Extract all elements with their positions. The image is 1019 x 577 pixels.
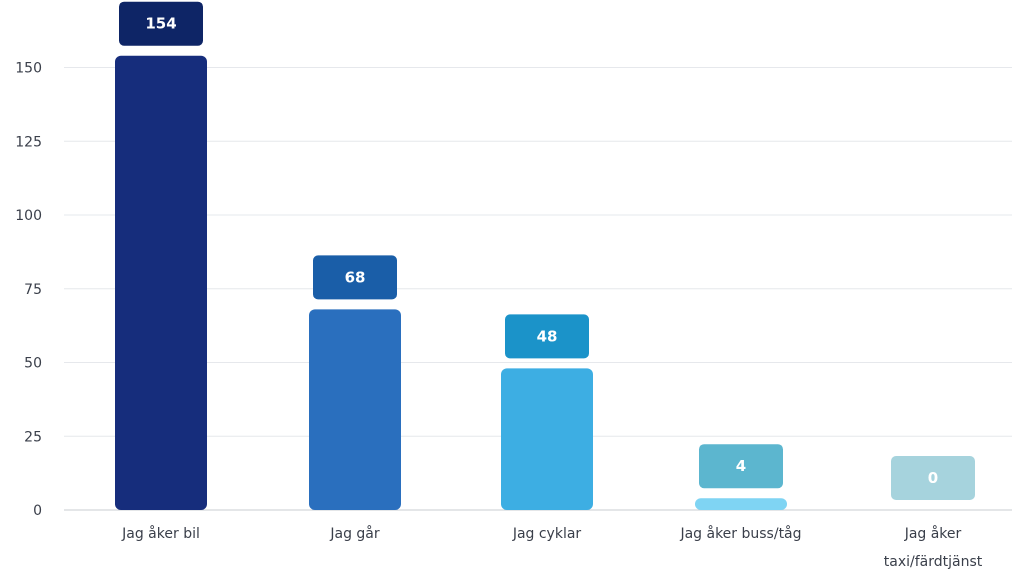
bar[interactable] [501,368,593,510]
value-label: 0 [928,469,938,487]
y-tick-label: 100 [15,208,42,224]
y-tick-label: 75 [24,282,42,298]
x-category-label: taxi/färdtjänst [884,554,983,570]
y-axis-ticks: 0 25 50 75 100 125 150 [15,61,42,520]
x-category-label: Jag går [329,525,380,542]
x-category-label: Jag åker buss/tåg [679,525,801,542]
value-label: 68 [345,268,366,286]
x-category-label: Jag åker bil [121,525,200,542]
bar[interactable] [115,56,207,510]
y-tick-label: 25 [24,429,42,445]
bar[interactable] [695,498,787,510]
y-tick-label: 0 [33,503,42,519]
value-label: 4 [736,457,746,475]
x-category-label: Jag åker [904,525,962,542]
value-label: 154 [145,15,176,33]
bar[interactable] [309,309,401,510]
x-axis-labels: Jag åker bil Jag går Jag cyklar Jag åker bu… [121,525,983,570]
y-tick-label: 50 [24,356,42,372]
value-label: 48 [537,327,558,345]
y-tick-label: 150 [15,61,42,77]
x-category-label: Jag cyklar [512,526,582,542]
y-tick-label: 125 [15,134,42,150]
bars [115,56,787,510]
